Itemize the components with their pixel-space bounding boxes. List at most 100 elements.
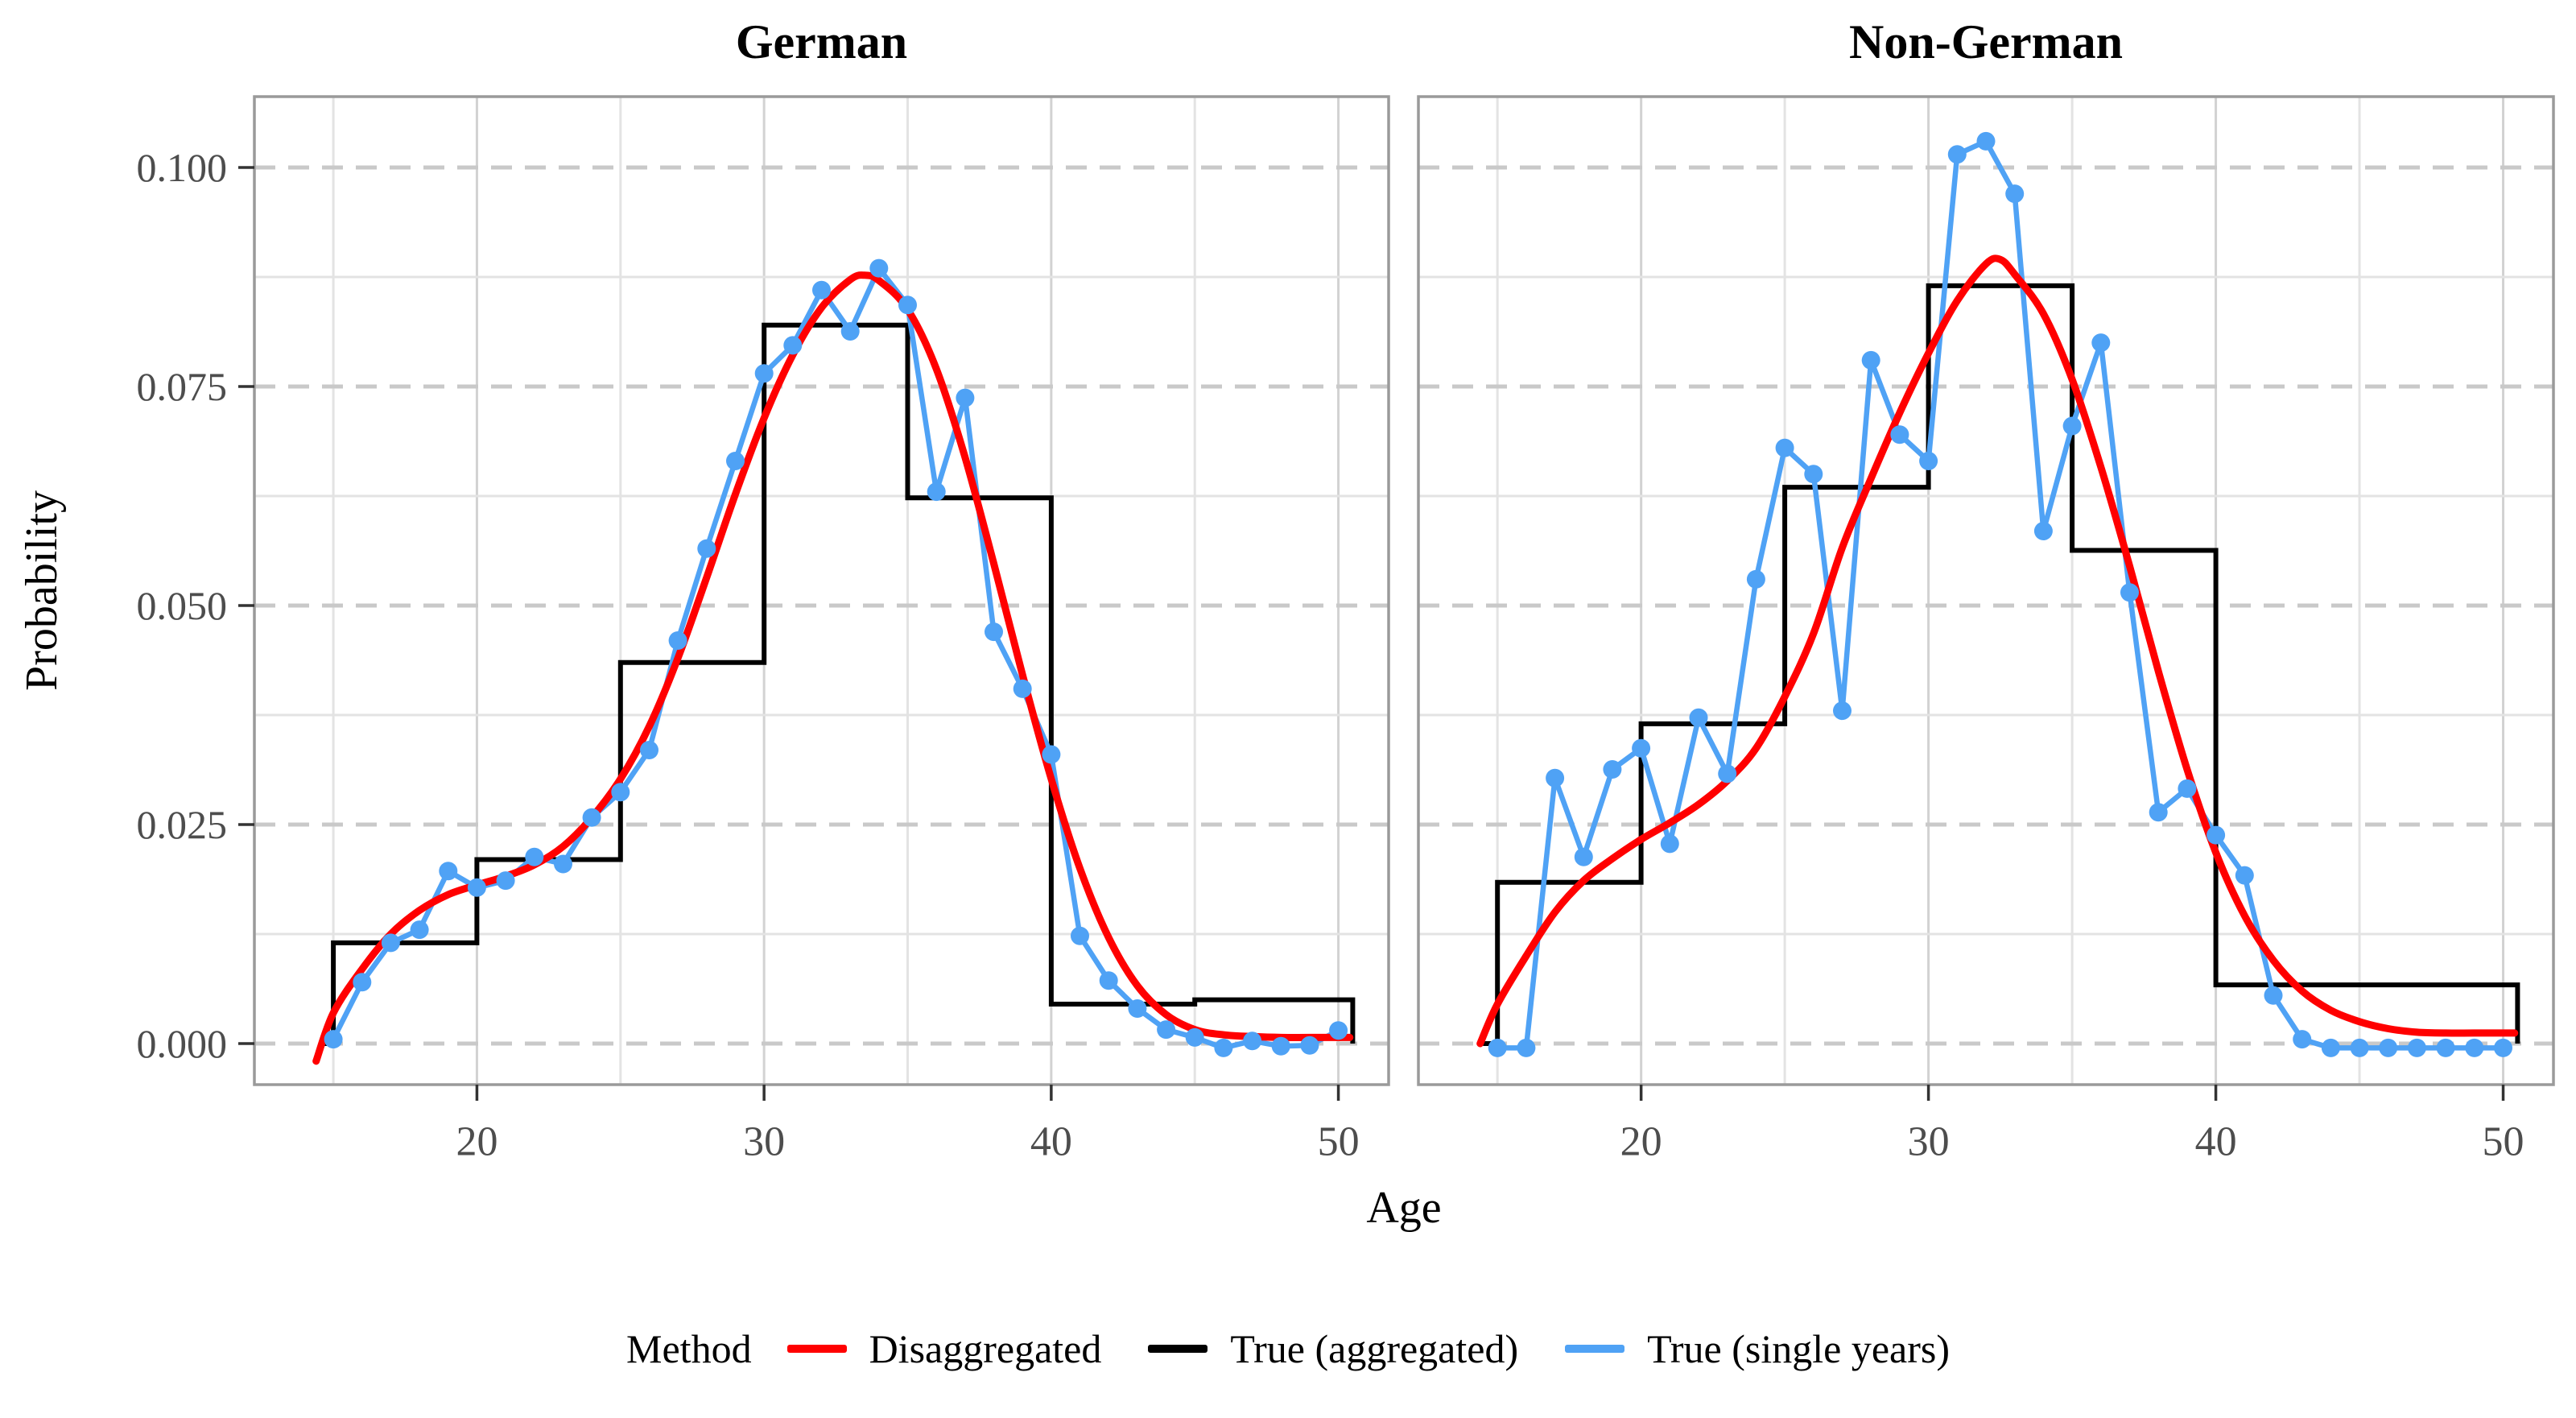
legend-item-disaggregated: Disaggregated <box>786 1325 1102 1372</box>
panel-background <box>1418 97 2553 1085</box>
data-point <box>726 452 745 470</box>
data-point <box>2005 184 2025 204</box>
data-point <box>525 847 544 866</box>
data-point <box>1071 926 1089 945</box>
x-tick-label: 40 <box>2195 1119 2237 1165</box>
data-point <box>1329 1021 1348 1040</box>
y-tick-label: 0.050 <box>137 583 228 628</box>
data-point <box>2149 803 2168 822</box>
legend-label-true-aggregated: True (aggregated) <box>1230 1326 1519 1371</box>
data-point <box>783 336 803 355</box>
legend-title: Method <box>626 1326 752 1371</box>
data-point <box>754 364 774 383</box>
legend-item-true-aggregated: True (aggregated) <box>1148 1325 1518 1372</box>
data-point <box>985 622 1003 642</box>
data-point <box>2264 986 2283 1005</box>
data-point <box>1718 764 1737 783</box>
data-point <box>1660 834 1679 854</box>
data-point <box>353 973 372 992</box>
red-line-swatch <box>786 1345 847 1353</box>
true-aggregated-step-line <box>319 322 1356 1046</box>
panel-border <box>1417 95 2555 1086</box>
data-point <box>467 878 486 897</box>
data-point <box>1804 465 1823 484</box>
data-point <box>1919 452 1938 470</box>
data-point <box>1271 1036 1290 1056</box>
data-point <box>2407 1038 2426 1057</box>
data-point <box>1833 701 1852 721</box>
true-single-years-points <box>1488 131 2512 1057</box>
data-point <box>1746 569 1765 589</box>
data-point <box>1243 1031 1262 1051</box>
x-tick-label: 30 <box>1908 1119 1950 1165</box>
data-point <box>2436 1038 2455 1057</box>
data-point <box>1488 1038 1507 1057</box>
x-tick-label: 20 <box>1620 1119 1662 1165</box>
data-point <box>1128 999 1147 1018</box>
x-tick-label: 50 <box>2483 1119 2524 1165</box>
data-point <box>582 808 601 827</box>
black-line-swatch <box>1148 1345 1208 1353</box>
data-point <box>1574 847 1593 866</box>
panel-non-german: 20 30 40 50 Non-German <box>1417 15 2555 1165</box>
data-point <box>439 862 458 881</box>
data-point <box>2235 866 2254 885</box>
y-tick-label: 0.000 <box>137 1021 228 1066</box>
data-point <box>2465 1038 2484 1057</box>
data-point <box>554 854 572 874</box>
data-point <box>1099 971 1118 990</box>
data-point <box>1947 145 1967 164</box>
data-point <box>1890 425 1909 444</box>
panel-border <box>253 95 1390 1086</box>
data-point <box>611 783 630 802</box>
panel-german: 20 30 40 50 German <box>253 15 1390 1165</box>
data-point <box>2033 522 2053 540</box>
legend-label-disaggregated: Disaggregated <box>869 1326 1102 1371</box>
true-aggregated-step-line <box>1483 283 2520 1046</box>
y-axis-title: Probability <box>17 490 67 691</box>
data-point <box>2178 779 2197 798</box>
data-point <box>1517 1038 1536 1057</box>
data-point <box>1300 1036 1319 1055</box>
data-point <box>2293 1030 2312 1049</box>
y-tick-label: 0.025 <box>137 802 228 847</box>
data-point <box>812 280 831 300</box>
data-point <box>1042 745 1061 764</box>
data-point <box>2379 1038 2398 1057</box>
panel-title: German <box>736 15 907 68</box>
data-point <box>869 258 889 278</box>
data-point <box>1775 438 1794 457</box>
legend-label-true-single-years: True (single years) <box>1647 1326 1950 1371</box>
data-point <box>2350 1038 2369 1057</box>
x-axis-title: Age <box>1366 1183 1441 1233</box>
horizontal-gridlines <box>1418 165 2553 1046</box>
data-point <box>1185 1027 1204 1047</box>
data-point <box>840 322 860 341</box>
data-point <box>898 296 917 315</box>
chart-legend: Method Disaggregated True (aggregated) T… <box>0 1304 2576 1393</box>
data-point <box>1632 738 1651 758</box>
data-point <box>1603 760 1622 779</box>
data-point <box>697 539 716 558</box>
legend-item-true-single-years: True (single years) <box>1565 1325 1950 1372</box>
data-point <box>496 871 515 891</box>
data-point <box>1013 679 1032 698</box>
y-tick-label: 0.100 <box>137 145 228 190</box>
data-point <box>324 1030 343 1049</box>
data-point <box>1689 708 1708 727</box>
data-point <box>1214 1038 1233 1057</box>
data-point <box>2091 333 2111 353</box>
panel-title: Non-German <box>1849 15 2123 68</box>
y-tick-label: 0.075 <box>137 364 228 409</box>
data-point <box>668 631 687 650</box>
data-point <box>640 741 658 759</box>
x-tick-label: 30 <box>743 1119 785 1165</box>
blue-line-swatch <box>1565 1345 1625 1353</box>
data-point <box>927 482 946 502</box>
panel-background <box>254 97 1389 1085</box>
data-point <box>1157 1020 1176 1040</box>
data-point <box>2494 1038 2512 1057</box>
data-point <box>2062 416 2082 436</box>
